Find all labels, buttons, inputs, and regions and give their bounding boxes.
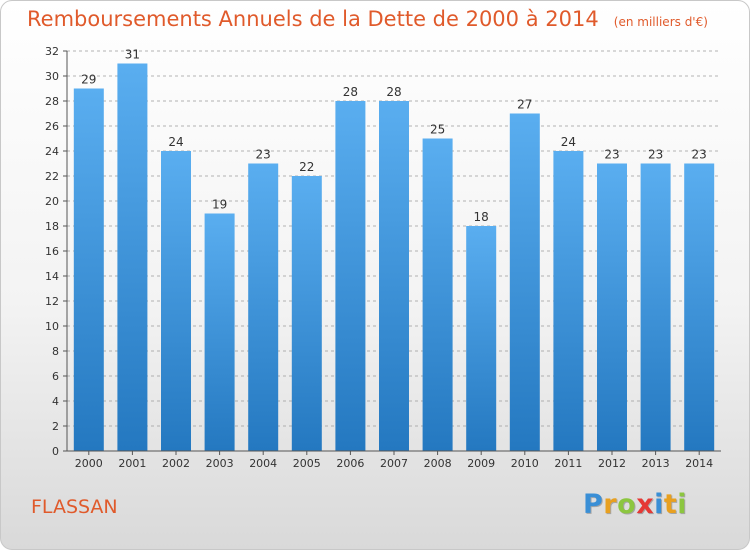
y-tick-label: 12 (45, 295, 59, 308)
x-tick-label: 2011 (554, 457, 582, 470)
bar-value-label: 24 (561, 135, 576, 149)
logo-letter: t (663, 489, 678, 520)
bar-value-label: 23 (604, 148, 619, 162)
logo-letter: i (677, 489, 688, 520)
chart-title: Remboursements Annuels de la Dette de 20… (27, 7, 599, 31)
x-tick-label: 2006 (336, 457, 364, 470)
bar-2010 (509, 113, 540, 451)
y-tick-label: 24 (45, 145, 59, 158)
x-tick-label: 2007 (380, 457, 408, 470)
bar-2002 (161, 151, 191, 451)
y-tick-label: 26 (45, 120, 59, 133)
bar-value-label: 28 (386, 85, 401, 99)
bar-2006 (335, 101, 366, 451)
bar-2007 (379, 101, 409, 451)
bars: 29 31 24 19 23 22 28 28 25 18 27 24 23 23 23 (73, 48, 715, 451)
x-tick-label: 2012 (598, 457, 626, 470)
x-tick-label: 2013 (642, 457, 670, 470)
bar-2001 (117, 63, 148, 451)
bar-value-label: 24 (168, 135, 183, 149)
x-tick-label: 2000 (75, 457, 103, 470)
y-tick-label: 18 (45, 220, 59, 233)
y-tick-label: 22 (45, 170, 59, 183)
y-tick-label: 4 (52, 395, 59, 408)
x-tick-label: 2004 (249, 457, 277, 470)
bar-2004 (248, 163, 279, 451)
x-tick-label: 2010 (511, 457, 539, 470)
bar-value-label: 31 (125, 48, 140, 62)
logo-letter: P (583, 489, 604, 520)
y-tick-label: 16 (45, 245, 59, 258)
x-tick-label: 2003 (206, 457, 234, 470)
bar-2000 (73, 88, 104, 451)
y-tick-label: 0 (52, 445, 59, 458)
chart-title-block: Remboursements Annuels de la Dette de 20… (27, 7, 708, 31)
y-tick-label: 32 (45, 45, 59, 58)
logo-letter: i (654, 489, 664, 520)
proxiti-logo[interactable]: Proxiti (583, 489, 687, 520)
bar-value-label: 28 (343, 85, 358, 99)
bar-value-label: 23 (692, 148, 707, 162)
x-tick-label: 2009 (467, 457, 495, 470)
bar-2009 (466, 226, 497, 451)
y-tick-label: 14 (45, 270, 59, 283)
x-tick-label: 2005 (293, 457, 321, 470)
x-tick-label: 2014 (685, 457, 713, 470)
y-tick-label: 2 (52, 420, 59, 433)
bar-value-label: 29 (81, 73, 96, 87)
bar-value-label: 23 (648, 148, 663, 162)
bar-value-label: 25 (430, 123, 445, 137)
y-tick-label: 30 (45, 70, 59, 83)
x-tick-label: 2002 (162, 457, 190, 470)
y-tick-label: 6 (52, 370, 59, 383)
x-tick-label: 2008 (424, 457, 452, 470)
bar-value-label: 22 (299, 160, 314, 174)
bar-value-label: 23 (256, 148, 271, 162)
bar-2014 (684, 163, 715, 451)
y-tick-label: 20 (45, 195, 59, 208)
y-tick-label: 28 (45, 95, 59, 108)
x-tick-label: 2001 (118, 457, 146, 470)
commune-name: FLASSAN (31, 496, 118, 518)
logo-letter: o (617, 489, 637, 520)
bar-2008 (422, 138, 453, 451)
bar-value-label: 18 (474, 210, 489, 224)
logo-letter: x (636, 489, 655, 520)
bar-2003 (204, 213, 235, 451)
bar-value-label: 27 (517, 98, 532, 112)
y-tick-label: 10 (45, 320, 59, 333)
logo-letter: r (603, 489, 618, 520)
bar-2005 (291, 176, 322, 451)
bar-value-label: 19 (212, 198, 227, 212)
bar-2013 (640, 163, 671, 451)
bar-2011 (553, 151, 584, 451)
bar-2012 (597, 163, 627, 451)
y-tick-label: 8 (52, 345, 59, 358)
chart-subtitle: (en milliers d'€) (613, 15, 708, 29)
